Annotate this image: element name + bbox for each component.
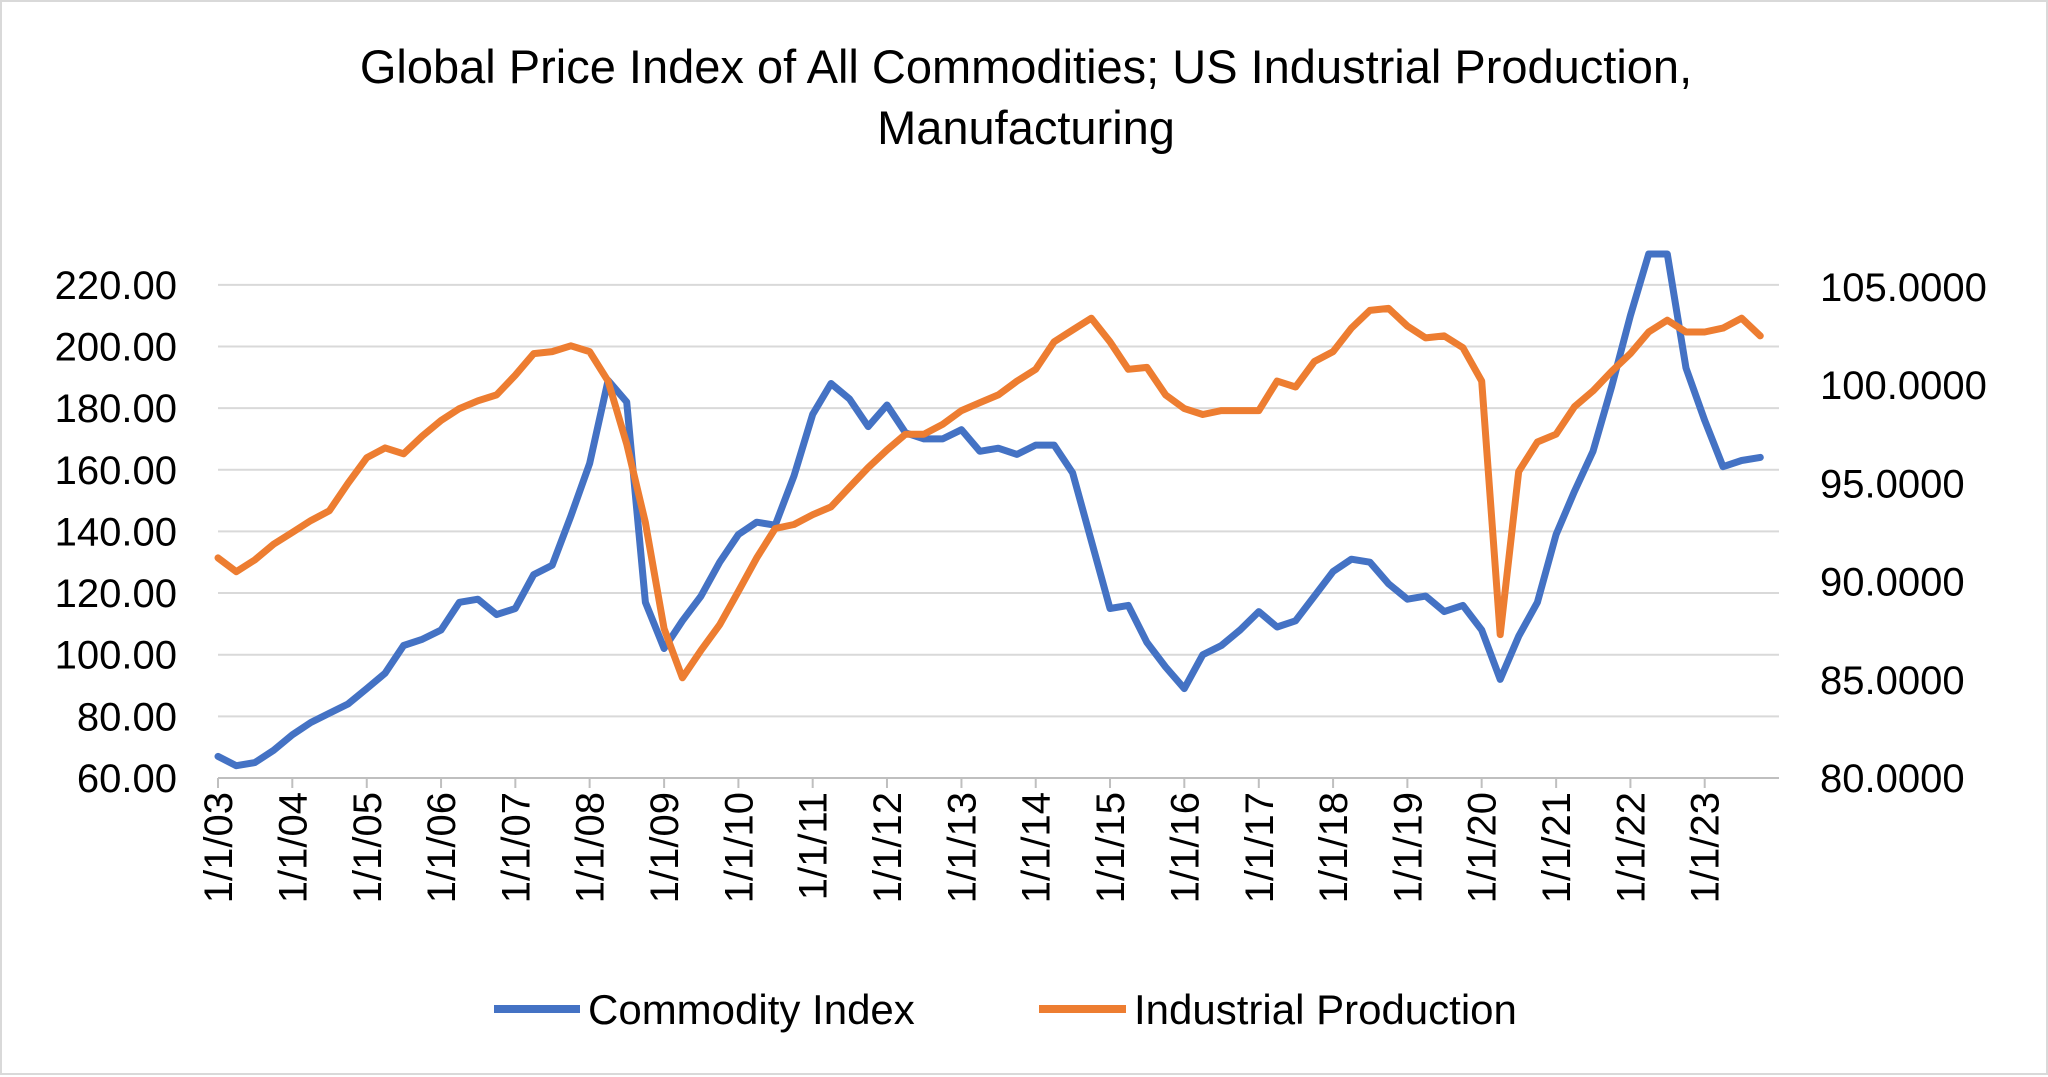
series-lines [214, 250, 1764, 770]
x-tick-label: 1/1/17 [1238, 792, 1282, 903]
left-y-axis-ticks: 60.00 80.00 100.00 120.00 140.00 160.00 180.00… [55, 264, 177, 801]
left-y-tick-label: 140.00 [55, 510, 177, 554]
x-tick-label: 1/1/16 [1163, 792, 1207, 903]
left-y-tick-label: 120.00 [55, 572, 177, 616]
left-y-tick-label: 180.00 [55, 387, 177, 431]
x-tick-label: 1/1/21 [1535, 792, 1579, 903]
left-y-tick-label: 80.00 [77, 695, 177, 739]
x-tick-label: 1/1/05 [346, 792, 390, 903]
x-tick-label: 1/1/04 [271, 792, 315, 903]
x-tick-label: 1/1/06 [420, 792, 464, 903]
x-tick-label: 1/1/07 [494, 792, 538, 903]
series-line-industrial-production [214, 304, 1764, 682]
x-tick-label: 1/1/12 [866, 792, 910, 903]
right-y-tick-label: 85.0000 [1820, 659, 1965, 703]
right-y-tick-label: 95.0000 [1820, 462, 1965, 506]
x-tick-label: 1/1/09 [643, 792, 687, 903]
x-tick-label: 1/1/18 [1312, 792, 1356, 903]
x-tick-label: 1/1/03 [197, 792, 241, 903]
x-tick-label: 1/1/13 [940, 792, 984, 903]
right-y-tick-label: 80.0000 [1820, 757, 1965, 801]
legend: Commodity Index Industrial Production [494, 986, 1517, 1033]
left-y-tick-label: 100.00 [55, 634, 177, 678]
x-tick-label: 1/1/22 [1609, 792, 1653, 903]
right-y-tick-label: 90.0000 [1820, 561, 1965, 605]
x-tick-label: 1/1/14 [1015, 792, 1059, 903]
right-y-tick-label: 100.0000 [1820, 364, 1987, 408]
x-axis-ticks: 1/1/03 1/1/04 1/1/05 1/1/06 1/1/07 1/1/08 1/1/… [197, 778, 1728, 903]
legend-label-industrial-production: Industrial Production [1134, 986, 1517, 1033]
gridlines [218, 283, 1779, 779]
x-tick-label: 1/1/15 [1089, 792, 1133, 903]
x-tick-label: 1/1/11 [792, 792, 836, 900]
chart-title-line-2: Manufacturing [877, 101, 1175, 154]
right-y-tick-label: 105.0000 [1820, 266, 1987, 310]
legend-label-commodity-index: Commodity Index [588, 986, 915, 1033]
chart-title-line-1: Global Price Index of All Commodities; U… [360, 40, 1692, 93]
x-tick-label: 1/1/20 [1461, 792, 1505, 903]
x-tick-label: 1/1/23 [1684, 792, 1728, 903]
x-tick-label: 1/1/19 [1386, 792, 1430, 903]
left-y-tick-label: 160.00 [55, 449, 177, 493]
x-tick-label: 1/1/08 [569, 792, 613, 903]
x-tick-label: 1/1/10 [717, 792, 761, 903]
series-line-commodity-index [214, 250, 1764, 770]
left-y-tick-label: 60.00 [77, 757, 177, 801]
left-y-tick-label: 220.00 [55, 264, 177, 308]
left-y-tick-label: 200.00 [55, 325, 177, 369]
right-y-axis-ticks: 80.0000 85.0000 90.0000 95.0000 100.0000 105.… [1820, 266, 1987, 801]
